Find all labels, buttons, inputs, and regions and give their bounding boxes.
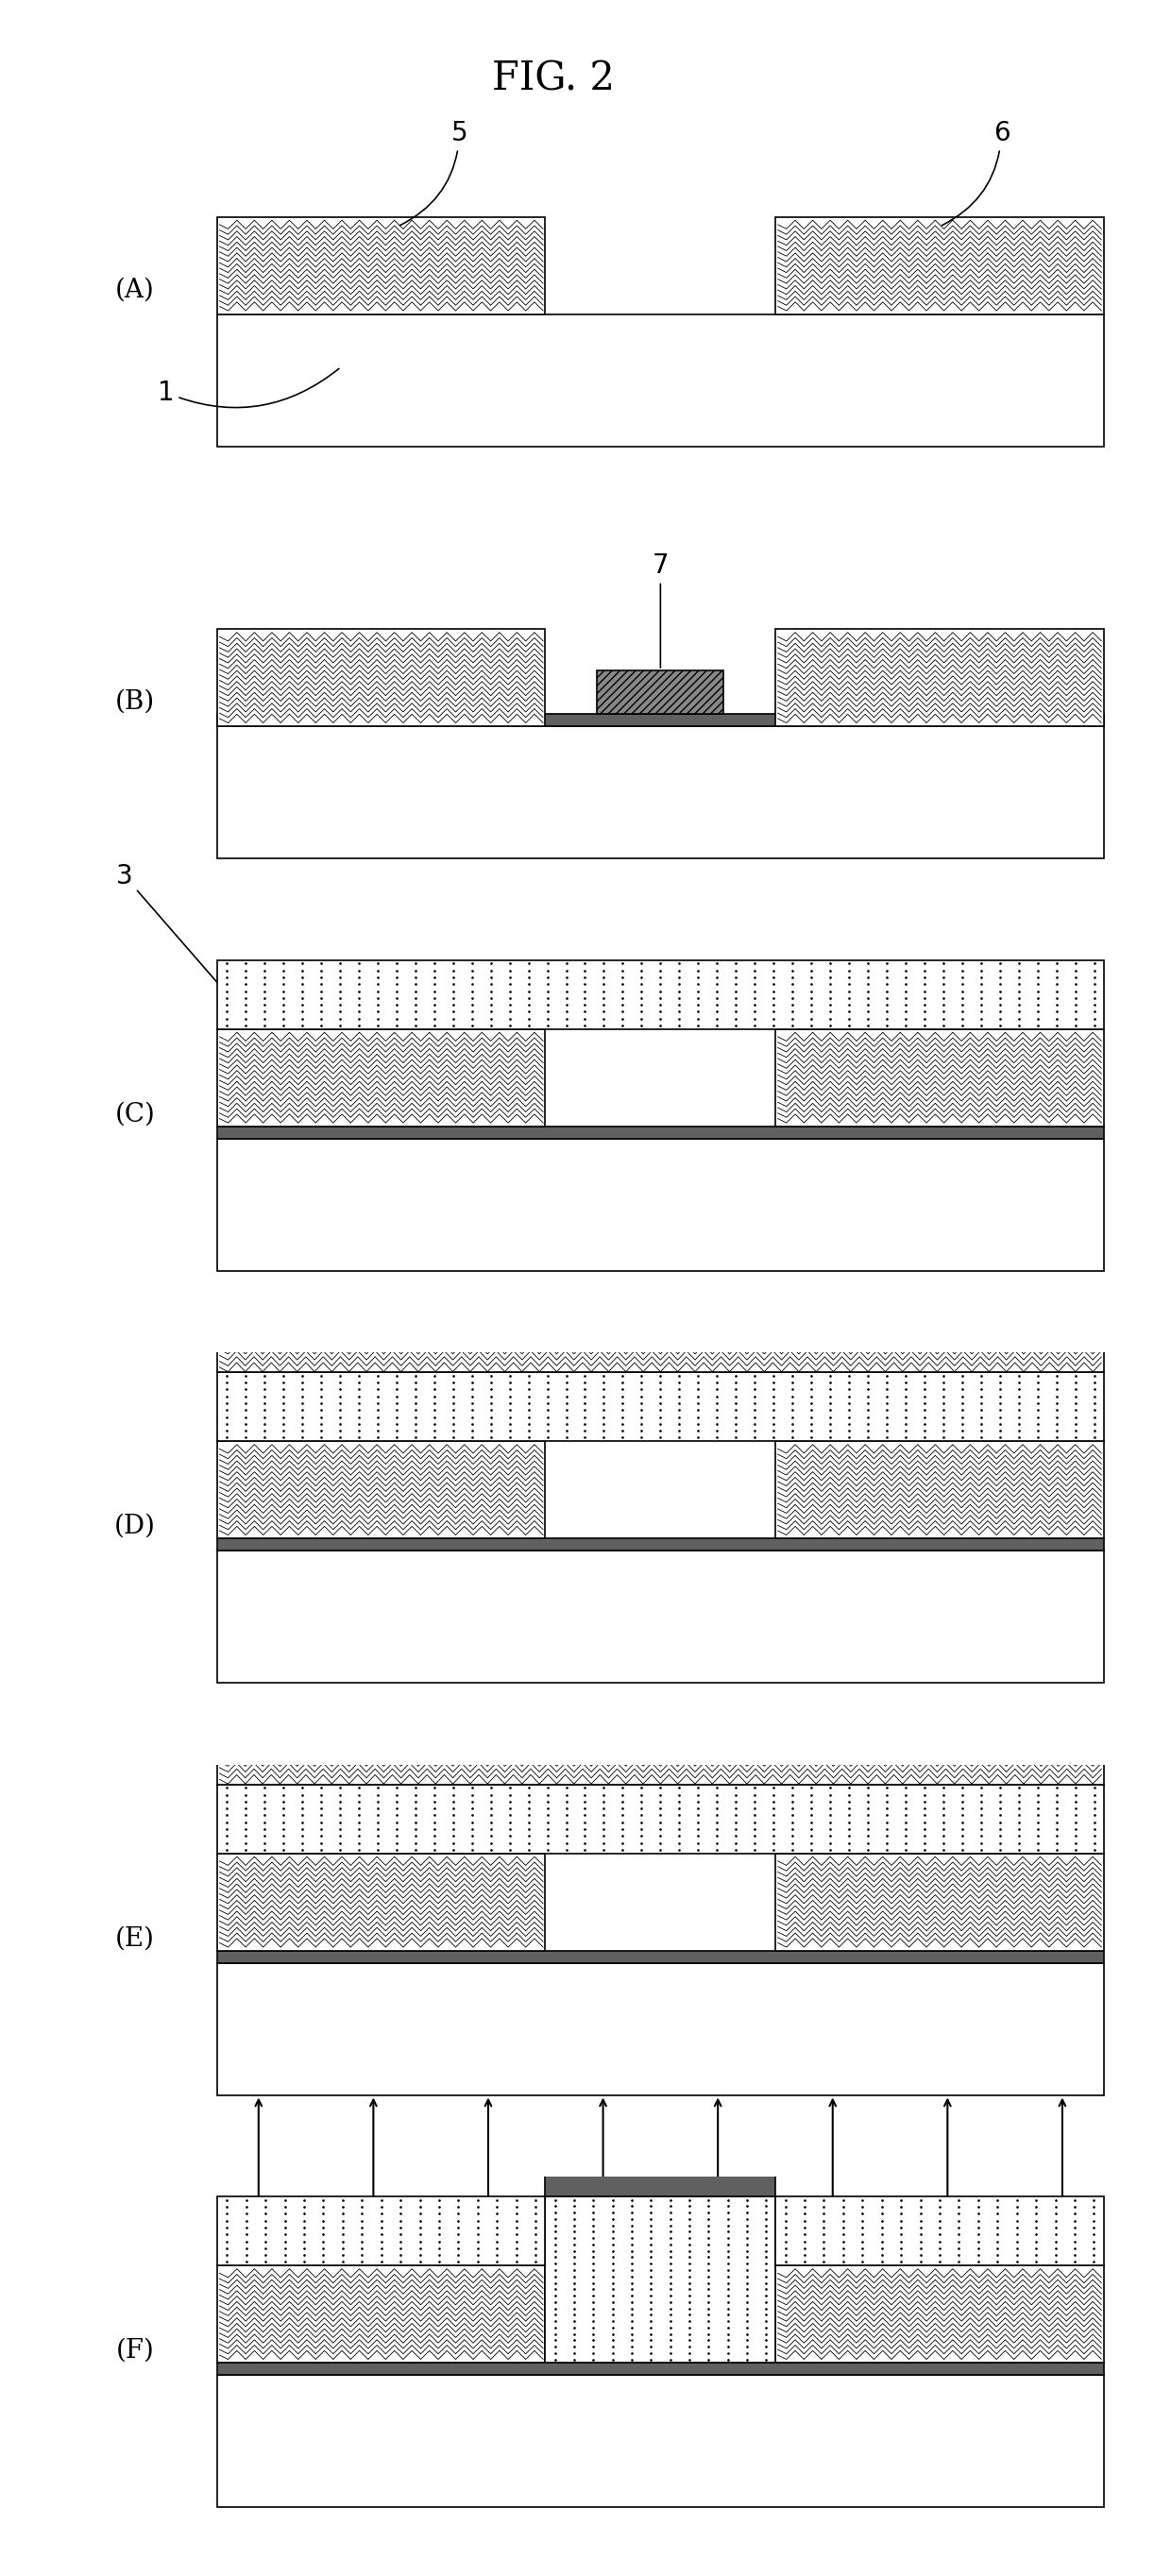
- Bar: [218, 1721, 1103, 1785]
- Bar: [218, 1126, 1103, 1139]
- Bar: [218, 1785, 1103, 1852]
- Bar: [218, 1028, 546, 1126]
- Bar: [775, 216, 1103, 314]
- Text: (A): (A): [115, 278, 155, 301]
- Bar: [218, 1551, 1103, 1682]
- Bar: [775, 1852, 1103, 1950]
- Text: 7: 7: [652, 551, 669, 667]
- Text: (E): (E): [115, 1927, 155, 1950]
- Bar: [546, 2197, 775, 2362]
- Text: (B): (B): [115, 690, 155, 714]
- Bar: [775, 1028, 1103, 1126]
- Bar: [218, 2375, 1103, 2506]
- Bar: [218, 629, 546, 726]
- Text: (D): (D): [114, 1515, 156, 1538]
- Bar: [218, 314, 1103, 446]
- Bar: [775, 2197, 1103, 2264]
- Bar: [775, 1440, 1103, 1538]
- Bar: [218, 1373, 1103, 1440]
- Bar: [597, 670, 724, 714]
- Bar: [218, 726, 1103, 858]
- Bar: [218, 1852, 546, 1950]
- Text: 1: 1: [157, 368, 338, 407]
- Bar: [218, 1440, 546, 1538]
- Bar: [218, 1538, 1103, 1551]
- Text: FIG. 2: FIG. 2: [492, 59, 615, 98]
- Bar: [218, 1139, 1103, 1270]
- Text: 3: 3: [116, 863, 226, 992]
- Bar: [218, 216, 546, 314]
- Bar: [218, 2197, 546, 2264]
- Bar: [218, 1950, 1103, 1963]
- Text: 6: 6: [941, 118, 1009, 224]
- Bar: [218, 1309, 1103, 1373]
- Text: (F): (F): [116, 2339, 155, 2362]
- Bar: [218, 714, 1103, 726]
- Text: 5: 5: [400, 118, 468, 224]
- Text: (C): (C): [115, 1103, 155, 1126]
- Bar: [546, 2148, 775, 2197]
- Bar: [775, 629, 1103, 726]
- Bar: [218, 1963, 1103, 2094]
- Bar: [218, 2362, 1103, 2375]
- Bar: [775, 2264, 1103, 2362]
- Bar: [218, 961, 1103, 1028]
- Bar: [218, 2264, 546, 2362]
